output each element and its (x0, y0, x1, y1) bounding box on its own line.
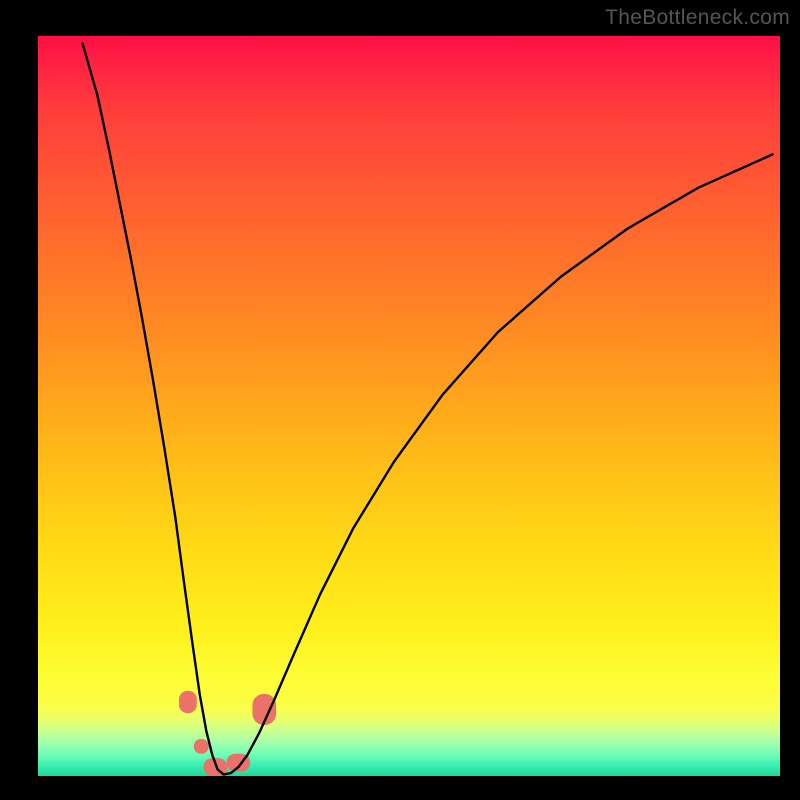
curve-layer (38, 36, 780, 776)
bottom-marker (194, 739, 209, 754)
v-curve (83, 43, 773, 774)
figure-container: TheBottleneck.com (0, 0, 800, 800)
bottom-marker (179, 691, 197, 713)
watermark-text: TheBottleneck.com (605, 6, 790, 30)
bottom-markers-group (179, 691, 276, 776)
plot-area (38, 36, 780, 776)
